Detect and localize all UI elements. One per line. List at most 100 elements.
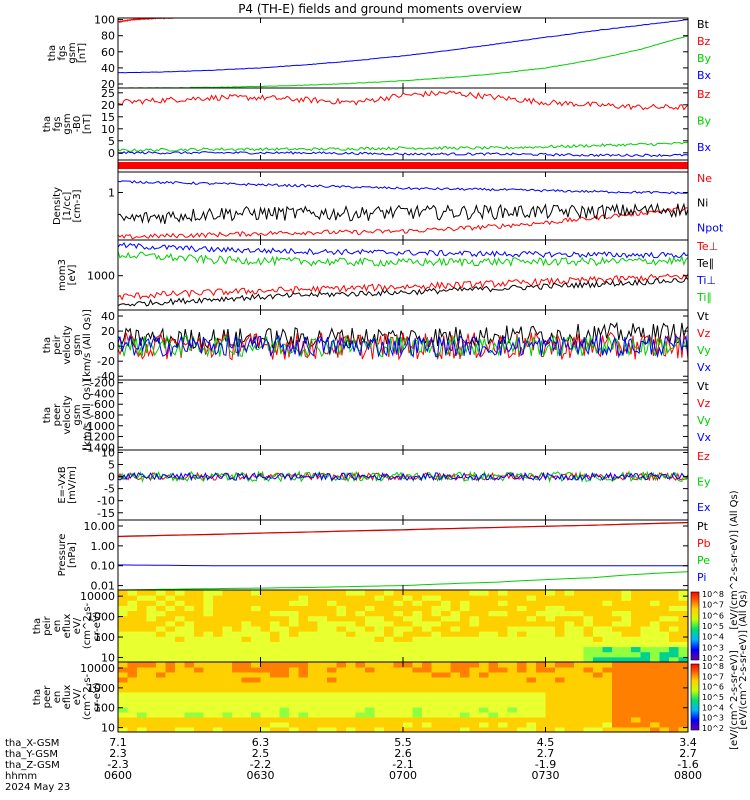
spectrogram-cell [346, 610, 356, 617]
spectrogram-cell [232, 667, 242, 673]
spectrogram-cell [165, 687, 176, 693]
spectrogram-cell [640, 631, 651, 637]
spectrogram-cell [194, 722, 204, 728]
spectrogram-cell [640, 682, 651, 688]
spectrogram-cell [621, 687, 632, 693]
spectrogram-cell [574, 600, 584, 606]
spectrogram-cell [184, 590, 195, 596]
spectrogram-cell [403, 600, 413, 606]
spectrogram-cell [640, 605, 651, 612]
spectrogram-cell [583, 646, 594, 653]
spectrogram-cell [536, 672, 546, 678]
series-line-red [118, 206, 688, 240]
spectrogram-cell [298, 712, 309, 718]
spectrogram-cell [308, 672, 318, 678]
spectrogram-cell [327, 682, 337, 688]
spectrogram-cell [156, 667, 166, 673]
spectrogram-cell [631, 595, 641, 601]
spectrogram-cell [574, 615, 584, 622]
spectrogram-cell [298, 651, 309, 658]
spectrogram-cell [165, 620, 176, 627]
spectrogram-cell [393, 656, 404, 662]
spectrogram-cell [621, 667, 632, 673]
y-axis-label: [nT] [77, 43, 88, 63]
y-axis-label: tha [42, 116, 53, 132]
spectrogram-cell [241, 667, 252, 673]
spectrogram-cell [175, 651, 185, 658]
spectrogram-cell [374, 615, 385, 622]
spectrogram-cell [279, 631, 290, 637]
legend-entry: Ey [697, 476, 711, 489]
spectrogram-cell [602, 620, 613, 627]
spectrogram-cell [346, 707, 356, 713]
spectrogram-cell [640, 702, 651, 708]
spectrogram-cell [251, 600, 261, 606]
spectrogram-cell [498, 620, 508, 627]
spectrogram-cell [678, 610, 688, 617]
spectrogram-cell [583, 727, 594, 732]
spectrogram-cell [469, 620, 480, 627]
spectrogram-cell [213, 610, 223, 617]
spectrogram-cell [298, 590, 309, 596]
spectrogram-cell [659, 646, 670, 653]
spectrogram-cell [317, 692, 328, 698]
spectrogram-cell [118, 722, 128, 728]
spectrogram-cell [184, 641, 195, 648]
spectrogram-cell [422, 712, 432, 718]
spectrogram-cell [327, 651, 337, 658]
spectrogram-cell [156, 605, 166, 612]
spectrogram-cell [441, 590, 451, 596]
legend-entry: By [697, 114, 712, 127]
spectrogram-cell [241, 717, 252, 723]
spectrogram-cell [127, 636, 138, 642]
spectrogram-cell [469, 692, 480, 698]
spectrogram-cell [564, 662, 575, 668]
spectrogram-cell [203, 722, 214, 728]
spectrogram-cell [564, 697, 575, 703]
spectrogram-cell [583, 662, 594, 668]
spectrogram-cell [232, 727, 242, 732]
spectrogram-cell [517, 697, 527, 703]
spectrogram-cell [431, 677, 442, 683]
spectrogram-cell [602, 615, 613, 622]
spectrogram-cell [593, 662, 603, 668]
spectrogram-cell [517, 595, 527, 601]
spectrogram-cell [137, 692, 147, 698]
spectrogram-cell [241, 651, 252, 658]
spectrogram-cell [669, 697, 679, 703]
spectrogram-cell [165, 595, 176, 601]
x-tick-value: 2.7 [537, 747, 555, 760]
spectrogram-cell [488, 600, 499, 606]
spectrogram-cell [393, 636, 404, 642]
spectrogram-cell [327, 631, 337, 637]
spectrogram-cell [479, 672, 489, 678]
spectrogram-cell [251, 636, 261, 642]
spectrogram-cell [222, 672, 233, 678]
spectrogram-cell [593, 717, 603, 723]
y-axis-label: fgs [57, 45, 68, 60]
spectrogram-cell [365, 717, 375, 723]
legend-entry: Bx [697, 69, 712, 82]
spectrogram-cell [232, 626, 242, 632]
spectrogram-cell [498, 672, 508, 678]
spectrogram-cell [241, 682, 252, 688]
spectrogram-cell [450, 727, 461, 732]
spectrogram-cell [403, 717, 413, 723]
spectrogram-cell [659, 656, 670, 662]
spectrogram-cell [431, 717, 442, 723]
spectrogram-cell [659, 722, 670, 728]
spectrogram-cell [422, 687, 432, 693]
spectrogram-cell [384, 722, 394, 728]
spectrogram-cell [431, 615, 442, 622]
spectrogram-cell [175, 667, 185, 673]
spectrogram-cell [260, 712, 271, 718]
spectrogram-cell [213, 717, 223, 723]
spectrogram-cell [213, 615, 223, 622]
y-tick-label: 5 [108, 135, 115, 148]
y-axis-label: tha [47, 45, 58, 61]
spectrogram-cell [213, 722, 223, 728]
spectrogram-cell [536, 651, 546, 658]
spectrogram-cell [545, 722, 556, 728]
spectrogram-cell [222, 636, 233, 642]
spectrogram-cell [365, 600, 375, 606]
